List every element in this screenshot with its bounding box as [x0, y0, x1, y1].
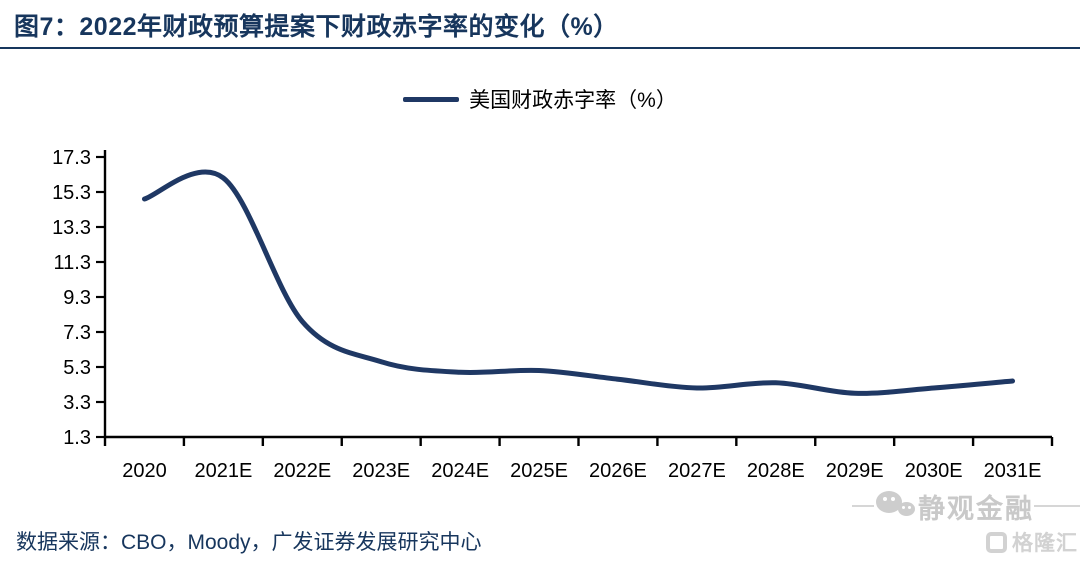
x-tick-label: 2026E	[589, 460, 647, 482]
gelonghui-logo-text: 格隆汇	[1012, 532, 1078, 555]
gelonghui-logo: 格隆汇	[852, 525, 1080, 557]
y-tick-label: 9.3	[63, 287, 91, 309]
wechat-bubble-big	[876, 491, 902, 513]
y-tick-label: 1.3	[63, 427, 91, 449]
x-tick-label: 2023E	[352, 460, 410, 482]
wechat-icon	[874, 488, 918, 524]
x-tick-label: 2028E	[747, 460, 805, 482]
x-tick-label: 2024E	[431, 460, 489, 482]
x-tick-label: 2031E	[984, 460, 1042, 482]
watermark-left-line	[852, 505, 874, 507]
gelonghui-g-mark-icon	[986, 531, 1007, 553]
y-tick-label: 5.3	[63, 357, 91, 379]
y-tick-label: 15.3	[52, 182, 91, 204]
legend-line-swatch	[403, 96, 460, 102]
watermark-account-name: 静观金融	[918, 493, 1034, 524]
x-tick-label: 2030E	[905, 460, 963, 482]
x-tick-label: 2020	[122, 460, 167, 482]
x-tick-label: 2027E	[668, 460, 726, 482]
y-tick-label: 11.3	[54, 252, 91, 274]
page-title: 图7：2022年财政预算提案下财政赤字率的变化（%）	[14, 13, 619, 41]
x-tick-label: 2029E	[826, 460, 884, 482]
wechat-bubble-small	[898, 502, 915, 516]
legend-label: 美国财政赤字率（%）	[469, 89, 677, 112]
watermark-row: 静观金融	[852, 487, 1080, 525]
deficit-line	[141, 169, 1016, 396]
x-tick-label: 2022E	[273, 460, 331, 482]
y-tick-label: 13.3	[52, 217, 91, 239]
x-tick-label: 2025E	[510, 460, 568, 482]
y-tick-label: 17.3	[52, 147, 91, 169]
y-tick-label: 3.3	[63, 392, 91, 414]
watermark-right-line	[1034, 505, 1080, 507]
data-source-note: 数据来源：CBO，Moody，广发证券发展研究中心	[16, 531, 482, 554]
figure-header: 图7：2022年财政预算提案下财政赤字率的变化（%）	[0, 0, 1080, 49]
y-tick-label: 7.3	[63, 322, 91, 344]
chart-legend: 美国财政赤字率（%）	[0, 86, 1080, 112]
wechat-watermark: 静观金融 格隆汇	[852, 487, 1080, 557]
x-tick-label: 2021E	[194, 460, 252, 482]
